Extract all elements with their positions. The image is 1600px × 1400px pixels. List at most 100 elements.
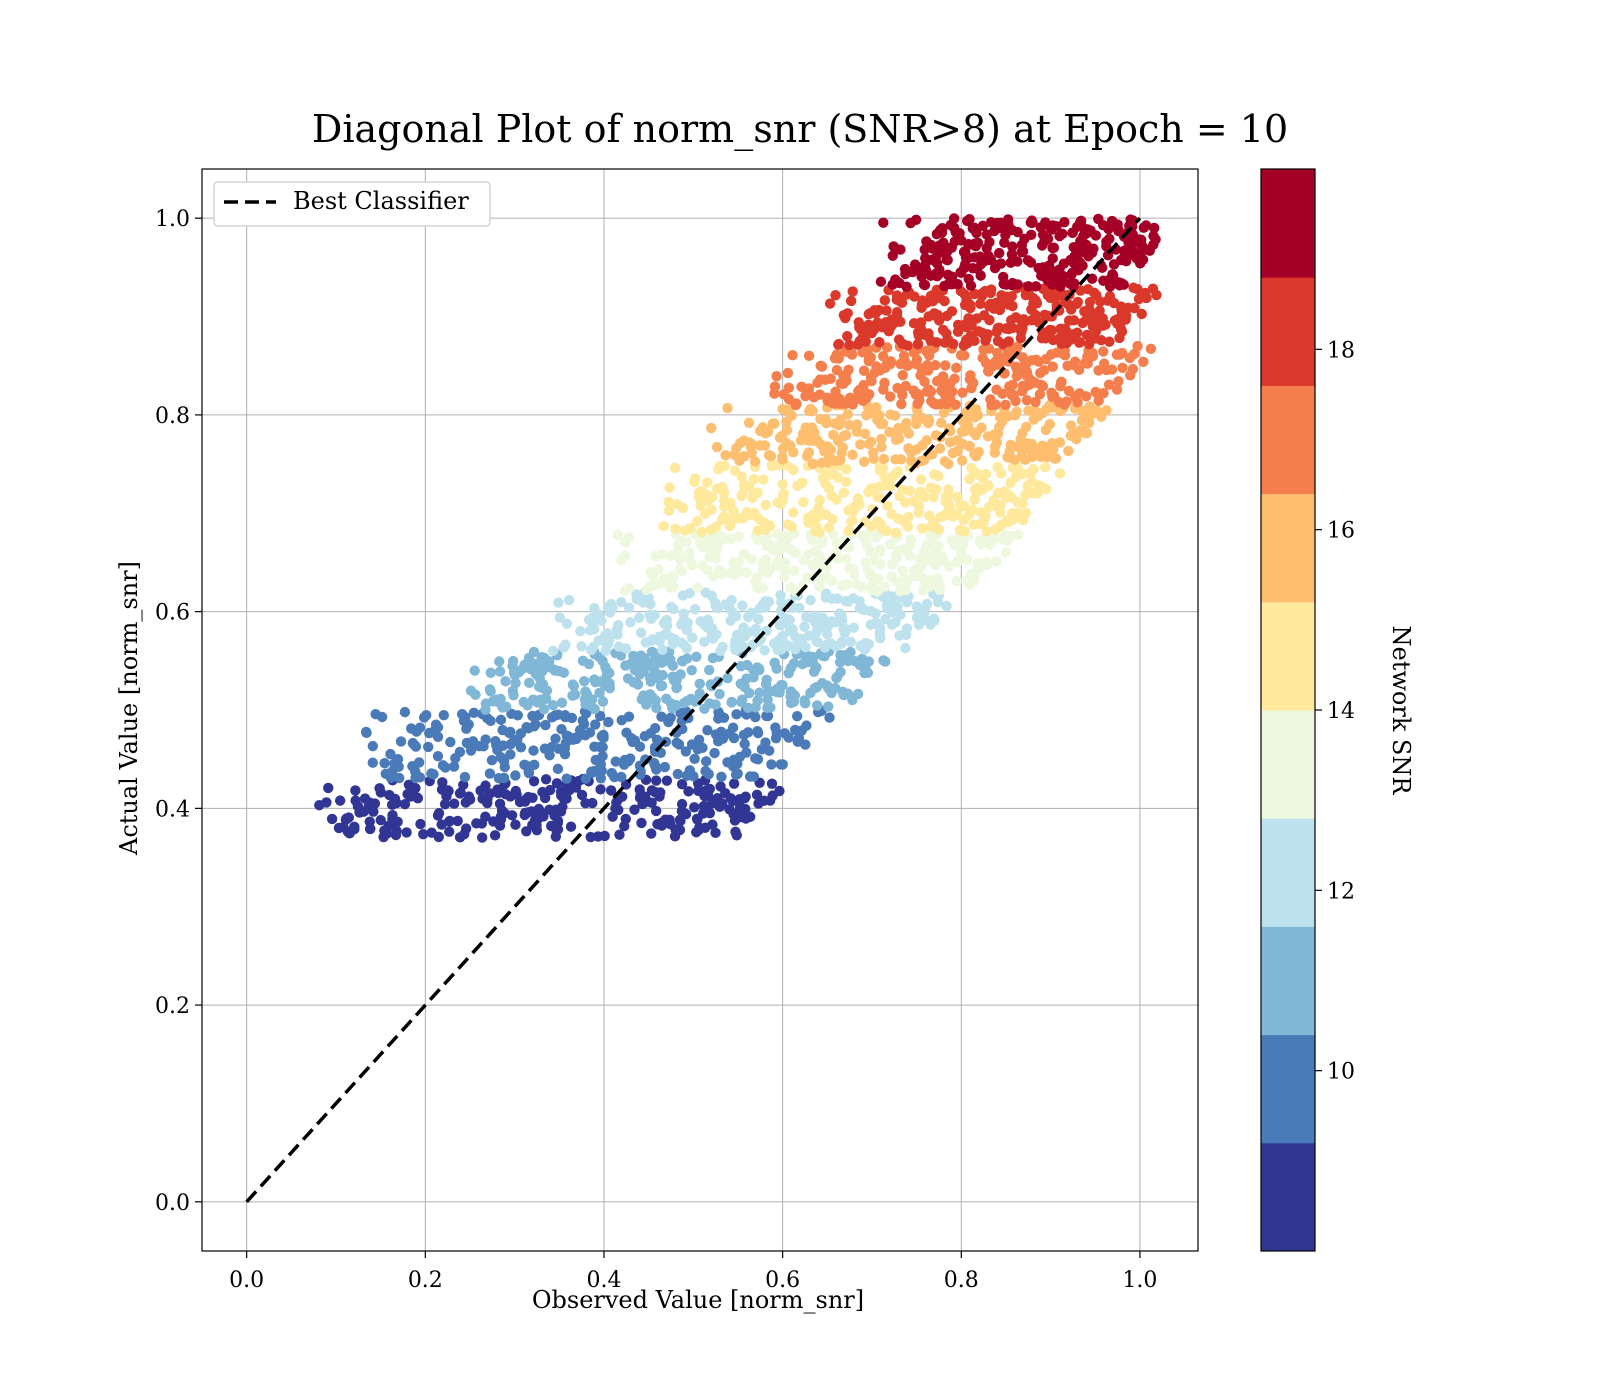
- scatter-point: [387, 809, 398, 821]
- scatter-point: [976, 288, 988, 299]
- scatter-point: [830, 389, 841, 401]
- scatter-point: [863, 438, 875, 450]
- scatter-point: [1063, 445, 1074, 457]
- scatter-point: [569, 689, 581, 700]
- colorbar-label: Network SNR: [1387, 626, 1415, 796]
- scatter-point: [711, 441, 723, 453]
- scatter-point: [646, 828, 657, 839]
- colorbar-bin-1: [1261, 1034, 1315, 1144]
- scatter-point: [1017, 385, 1028, 397]
- scatter-point: [679, 525, 691, 536]
- scatter-point: [1117, 362, 1128, 373]
- scatter-point: [844, 563, 855, 574]
- colorbar-tick-label-1: 12: [1327, 879, 1355, 904]
- scatter-point: [848, 622, 860, 633]
- scatter-point: [706, 422, 717, 434]
- scatter-point: [892, 576, 903, 588]
- scatter-point: [842, 330, 853, 342]
- scatter-point: [681, 536, 692, 548]
- scatter-point: [959, 500, 970, 512]
- scatter-point: [1136, 308, 1147, 320]
- scatter-point: [342, 826, 354, 837]
- scatter-point: [944, 437, 956, 448]
- scatter-point: [439, 799, 451, 810]
- scatter-point: [975, 298, 986, 310]
- scatter-point: [941, 328, 952, 339]
- scatter-point: [1068, 315, 1080, 326]
- scatter-point: [990, 524, 1001, 535]
- scatter-point: [738, 480, 750, 491]
- scatter-point: [706, 504, 717, 515]
- scatter-point: [868, 548, 879, 559]
- scatter-point: [510, 785, 521, 797]
- scatter-point: [940, 491, 952, 502]
- scatter-point: [635, 650, 647, 661]
- scatter-point: [915, 370, 926, 381]
- scatter-point: [733, 556, 745, 568]
- scatter-point: [1005, 257, 1016, 268]
- scatter-point: [647, 570, 658, 581]
- scatter-point: [518, 696, 529, 708]
- scatter-point: [813, 502, 824, 514]
- scatter-point: [510, 770, 521, 781]
- scatter-point: [801, 720, 812, 731]
- scatter-point: [796, 477, 808, 488]
- scatter-point: [1041, 404, 1052, 415]
- scatter-point: [842, 308, 853, 319]
- scatter-point: [973, 326, 984, 337]
- scatter-point: [623, 711, 635, 722]
- scatter-point: [910, 358, 921, 370]
- scatter-point: [849, 503, 860, 514]
- scatter-point: [669, 462, 681, 474]
- scatter-point: [736, 694, 748, 705]
- scatter-point: [1104, 336, 1115, 347]
- scatter-point: [758, 474, 769, 485]
- scatter-point: [578, 675, 590, 687]
- scatter-point: [800, 611, 812, 623]
- scatter-point: [580, 686, 591, 697]
- scatter-point: [878, 384, 889, 395]
- scatter-point: [523, 723, 534, 734]
- scatter-point: [610, 756, 621, 767]
- scatter-point: [1005, 315, 1017, 326]
- scatter-point: [804, 405, 815, 417]
- scatter-point: [480, 811, 491, 822]
- scatter-point: [623, 602, 635, 613]
- scatter-point: [830, 290, 841, 301]
- scatter-point: [938, 510, 950, 522]
- scatter-point: [1020, 507, 1032, 519]
- scatter-point: [897, 484, 908, 496]
- scatter-point: [1081, 329, 1093, 341]
- y-axis-label: Actual Value [norm_snr]: [115, 561, 143, 856]
- scatter-point: [1114, 349, 1125, 360]
- scatter-point: [1100, 319, 1111, 330]
- scatter-point: [702, 564, 713, 576]
- scatter-point: [1040, 217, 1051, 228]
- scatter-point: [890, 454, 901, 465]
- scatter-point: [484, 768, 496, 779]
- scatter-point: [631, 589, 642, 600]
- scatter-point: [1000, 323, 1011, 334]
- scatter-point: [858, 330, 869, 342]
- scatter-point: [714, 688, 725, 700]
- scatter-point: [403, 779, 415, 790]
- scatter-point: [1007, 300, 1018, 312]
- scatter-point: [702, 724, 713, 736]
- scatter-point: [720, 450, 731, 461]
- scatter-point: [524, 677, 535, 689]
- scatter-point: [1069, 391, 1081, 402]
- scatter-point: [875, 633, 886, 644]
- scatter-point: [794, 602, 805, 614]
- scatter-point: [737, 600, 748, 611]
- scatter-point: [990, 356, 1001, 367]
- scatter-point: [614, 829, 625, 840]
- scatter-point: [881, 342, 893, 353]
- scatter-point: [858, 604, 870, 616]
- colorbar-bin-8: [1261, 277, 1315, 386]
- colorbar-bin-6: [1261, 493, 1315, 603]
- scatter-point: [834, 608, 845, 619]
- scatter-point: [815, 439, 827, 450]
- scatter-point: [553, 743, 564, 754]
- y-tick-label-0: 0.0: [155, 1191, 190, 1216]
- scatter-point: [802, 572, 813, 583]
